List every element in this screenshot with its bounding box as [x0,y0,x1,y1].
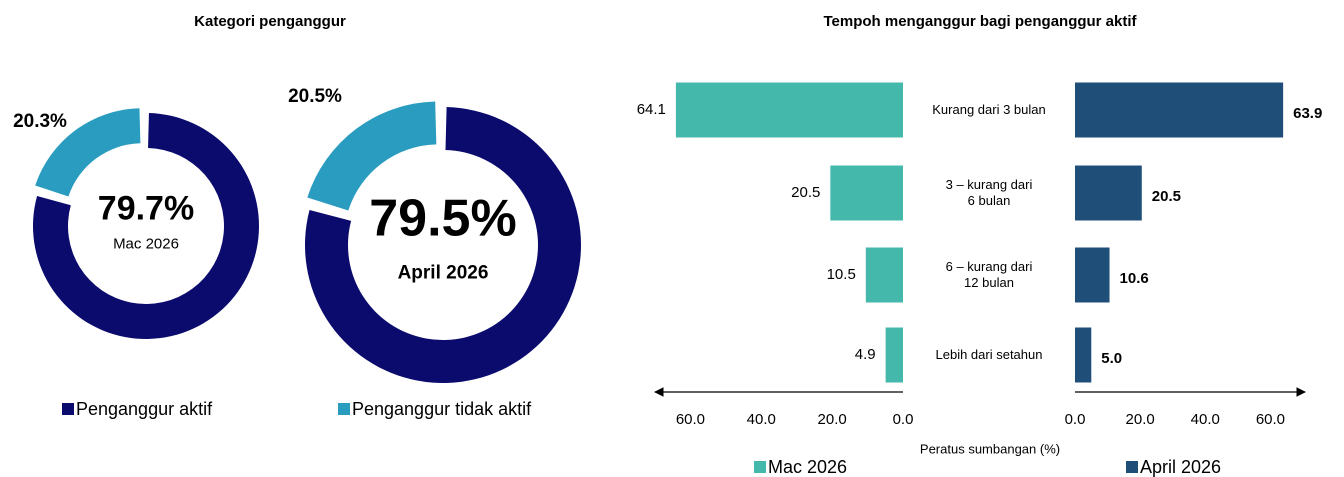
x-axis-label: Peratus sumbangan (%) [920,441,1060,456]
category-label: Kurang dari 3 bulan [932,102,1046,117]
donut-segment [32,113,259,339]
bar [1075,327,1092,383]
bar [675,82,903,138]
legend-label: Penganggur aktif [76,399,213,419]
donut-segment [305,107,581,383]
chart-title: Tempoh menganggur bagi penganggur aktif [823,13,1137,30]
category-label: Lebih dari setahun [935,347,1043,362]
bar [1075,165,1142,221]
legend-swatch [338,403,350,415]
x-tick-label: 0.0 [1065,411,1086,428]
legend-swatch [62,403,74,415]
legend-swatch [1126,461,1138,473]
value-label: 63.9 [1293,105,1322,122]
chart-title: Kategori penganggur [194,13,346,30]
segment-label: 20.3% [13,111,67,132]
center-label: April 2026 [398,263,489,284]
value-label: 5.0 [1101,350,1122,367]
x-tick-label: 60.0 [1256,411,1285,428]
value-label: 10.6 [1120,270,1149,287]
category-label: 3 – kurang dari 6 bulan [945,177,1033,208]
bar [885,327,903,383]
center-value: 79.5% [369,189,516,247]
bar [1075,247,1110,303]
value-label: 10.5 [827,266,856,283]
legend-label: Mac 2026 [768,457,847,477]
donut-segment [307,101,437,211]
legend-label: Penganggur tidak aktif [352,399,532,419]
center-value: 79.7% [98,190,194,228]
x-tick-label: 60.0 [676,411,705,428]
x-tick-label: 20.0 [818,411,847,428]
legend-swatch [754,461,766,473]
x-tick-label: 20.0 [1126,411,1155,428]
segment-label: 20.5% [288,86,342,107]
x-tick-label: 40.0 [1191,411,1220,428]
value-label: 20.5 [1152,188,1181,205]
bar [1075,82,1284,138]
value-label: 64.1 [637,101,666,118]
x-tick-label: 0.0 [893,411,914,428]
x-tick-label: 40.0 [747,411,776,428]
bar [830,165,903,221]
value-label: 20.5 [791,184,820,201]
category-label: 6 – kurang dari 12 bulan [945,259,1033,290]
value-label: 4.9 [855,346,876,363]
donut-segment [35,108,141,197]
bar [865,247,903,303]
center-label: Mac 2026 [113,236,179,253]
legend-label: April 2026 [1140,457,1221,477]
